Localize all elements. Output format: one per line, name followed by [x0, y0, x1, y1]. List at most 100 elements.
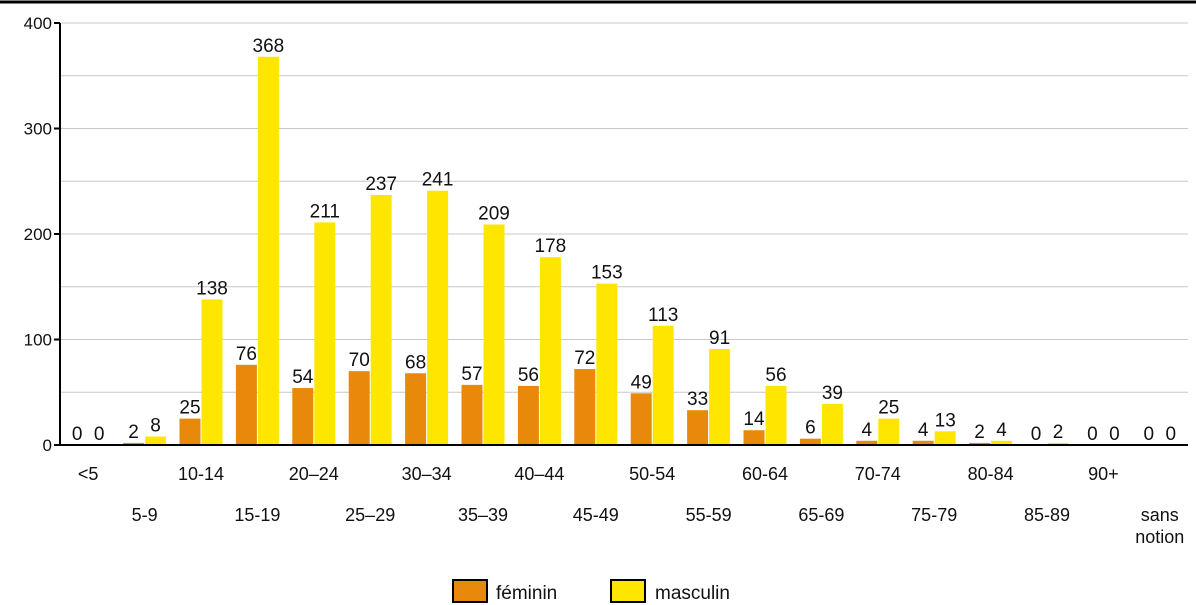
x-tick-label: 90+ — [1088, 464, 1119, 484]
bar-feminin — [743, 430, 765, 445]
x-tick-label: <5 — [78, 464, 99, 484]
data-label-masculin: 113 — [648, 305, 678, 326]
bar-feminin — [517, 385, 539, 445]
data-label-feminin: 25 — [179, 398, 200, 419]
data-label-masculin: 237 — [365, 174, 397, 195]
legend: féminin masculin — [452, 579, 730, 604]
bar-feminin — [912, 440, 934, 445]
data-label-feminin: 68 — [405, 352, 426, 373]
y-tick-label: 100 — [24, 331, 52, 350]
data-label-masculin: 241 — [422, 170, 454, 191]
data-label-feminin: 57 — [461, 364, 482, 385]
axes — [0, 0, 1196, 446]
x-tick-label: 5-9 — [132, 505, 158, 525]
bar-feminin — [292, 388, 314, 445]
bar-masculin — [483, 224, 505, 445]
bar-masculin — [539, 257, 561, 445]
bar-feminin — [799, 438, 821, 445]
data-label-feminin: 56 — [518, 365, 539, 386]
data-label-feminin: 4 — [862, 420, 873, 441]
bar-masculin — [709, 348, 731, 445]
x-tick-label: 35–39 — [458, 505, 508, 525]
data-label-feminin: 0 — [1031, 424, 1042, 445]
bar-feminin — [856, 440, 878, 445]
x-tick-label: 25–29 — [345, 505, 395, 525]
data-label-feminin: 4 — [918, 420, 929, 441]
x-tick-label: 60-64 — [742, 464, 788, 484]
bar-feminin — [969, 442, 991, 445]
x-tick-label: 20–24 — [289, 464, 339, 484]
x-tick-label: 65-69 — [798, 505, 844, 525]
bar-feminin — [630, 393, 652, 445]
data-label-masculin: 0 — [1166, 424, 1177, 445]
bars — [123, 56, 1069, 445]
bar-feminin — [179, 418, 201, 445]
x-tick-label: 10-14 — [178, 464, 224, 484]
y-tick-label: 300 — [24, 120, 52, 139]
data-label-feminin: 70 — [349, 350, 370, 371]
bar-masculin — [934, 431, 956, 445]
data-label-feminin: 54 — [292, 367, 314, 388]
bar-feminin — [123, 442, 145, 445]
data-label-masculin: 25 — [878, 398, 899, 419]
y-tick-label: 200 — [24, 225, 52, 244]
data-label-feminin: 2 — [974, 422, 985, 443]
data-label-feminin: 49 — [631, 372, 652, 393]
x-tick-label: 75-79 — [911, 505, 957, 525]
tick-labels: 0100200300400<55-910-1415-1920–2425–2930… — [24, 14, 1185, 547]
x-tick-label: 55-59 — [686, 505, 732, 525]
legend-swatch-feminin — [452, 579, 488, 603]
data-label-feminin: 72 — [574, 348, 595, 369]
legend-swatch-masculin — [610, 579, 646, 603]
x-tick-label: 15-19 — [234, 505, 280, 525]
data-label-masculin: 39 — [822, 383, 843, 404]
bar-masculin — [370, 194, 392, 445]
data-label-feminin: 0 — [1144, 424, 1155, 445]
y-tick-label: 0 — [43, 436, 52, 455]
data-label-feminin: 33 — [687, 389, 708, 410]
bar-masculin — [765, 385, 787, 445]
bar-masculin — [1047, 442, 1069, 445]
bar-masculin — [596, 283, 618, 445]
x-tick-label: 40–44 — [514, 464, 564, 484]
data-label-feminin: 0 — [72, 424, 83, 445]
bar-masculin — [257, 56, 279, 445]
x-tick-label: 30–34 — [402, 464, 452, 484]
data-label-masculin: 0 — [94, 424, 105, 445]
data-label-masculin: 13 — [935, 410, 956, 431]
x-tick-label: 85-89 — [1024, 505, 1070, 525]
x-tick-label: 70-74 — [855, 464, 901, 484]
data-label-masculin: 56 — [765, 365, 786, 386]
data-label-masculin: 153 — [591, 263, 623, 284]
data-label-masculin: 91 — [709, 328, 730, 349]
data-label-masculin: 2 — [1053, 422, 1064, 443]
data-label-masculin: 8 — [150, 416, 161, 437]
bar-feminin — [574, 369, 596, 445]
x-tick-label: 45-49 — [573, 505, 619, 525]
data-label-feminin: 0 — [1087, 424, 1098, 445]
y-tick-label: 400 — [24, 14, 52, 33]
data-label-masculin: 0 — [1109, 424, 1120, 445]
data-label-feminin: 14 — [743, 409, 765, 430]
bar-masculin — [821, 403, 843, 445]
data-label-masculin: 138 — [196, 278, 228, 299]
data-label-feminin: 6 — [805, 418, 816, 439]
gridlines — [60, 22, 1188, 393]
data-label-masculin: 178 — [535, 236, 567, 257]
x-tick-label: 80-84 — [968, 464, 1014, 484]
data-label-feminin: 2 — [128, 422, 139, 443]
bar-masculin — [427, 190, 449, 445]
bar-masculin — [314, 222, 336, 445]
bar-feminin — [687, 410, 709, 445]
bar-feminin — [235, 364, 257, 445]
bar-feminin — [461, 384, 483, 445]
data-label-feminin: 76 — [236, 344, 257, 365]
bar-feminin — [405, 373, 427, 445]
bar-masculin — [991, 440, 1013, 445]
data-label-masculin: 368 — [253, 36, 285, 57]
bar-masculin — [652, 325, 674, 445]
legend-label-feminin: féminin — [496, 583, 557, 604]
data-label-masculin: 209 — [478, 204, 510, 225]
data-labels: 0 0 2 8251387636854211702376824157209561787… — [72, 36, 1176, 445]
